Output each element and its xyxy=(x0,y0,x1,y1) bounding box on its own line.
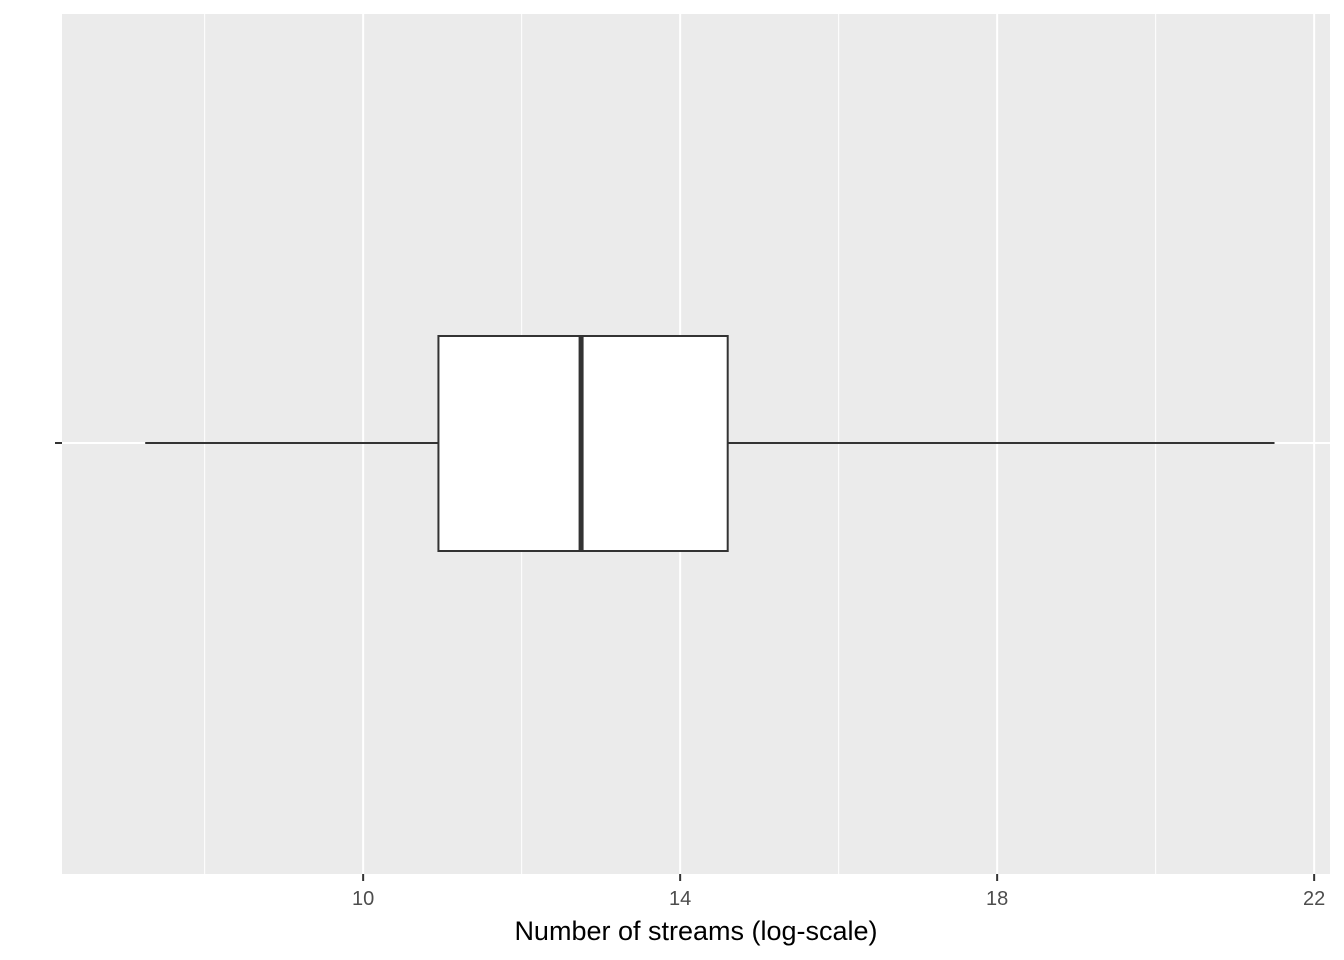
x-tick-label: 10 xyxy=(352,888,374,910)
x-axis-ticks xyxy=(362,874,1316,881)
x-tick-label: 18 xyxy=(986,888,1008,910)
x-tick-label: 14 xyxy=(669,888,691,910)
x-axis-title: Number of streams (log-scale) xyxy=(514,916,877,946)
x-tick-label: 22 xyxy=(1303,888,1325,910)
x-axis-tick-labels: 10 14 18 22 xyxy=(352,888,1325,910)
